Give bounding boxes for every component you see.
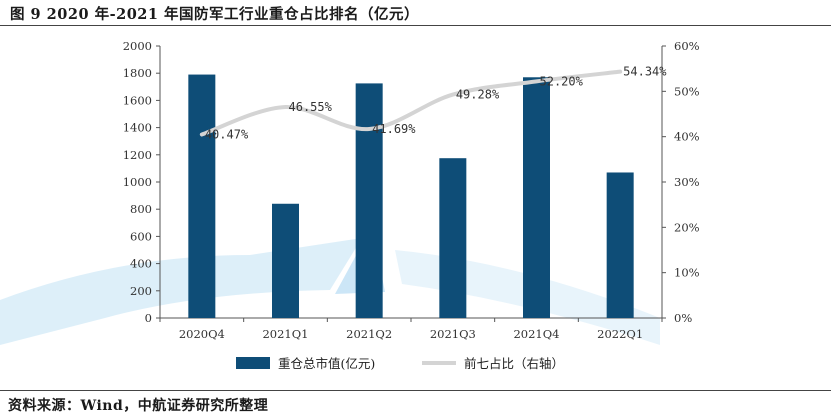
legend: 重仓总市值(亿元) 前七占比（右轴）: [236, 356, 564, 371]
left-tick-label: 400: [130, 257, 152, 271]
x-tick-label: 2020Q4: [179, 327, 225, 341]
source-rule: [0, 390, 831, 391]
line-data-label: 52.20%: [540, 74, 584, 88]
left-tick-label: 800: [130, 202, 152, 216]
line-data-label: 41.69%: [372, 122, 416, 136]
line-data-label: 54.34%: [623, 65, 667, 79]
left-tick-label: 200: [130, 284, 152, 298]
bar-2021Q2: [355, 83, 383, 319]
source-note: 资料来源：Wind，中航证券研究所整理: [8, 398, 269, 414]
left-tick-label: 600: [130, 229, 152, 243]
line-series: [199, 69, 623, 137]
bar-2021Q3: [439, 158, 467, 318]
left-tick-label: 1600: [123, 93, 152, 107]
left-tick-label: 0: [145, 311, 152, 325]
bar-2022Q1: [606, 172, 634, 318]
right-tick-label: 30%: [674, 175, 700, 189]
legend-bar-label: 重仓总市值(亿元): [278, 356, 375, 371]
left-tick-label: 1400: [123, 121, 152, 135]
data-labels: 40.47% 46.55% 41.69% 49.28% 52.20% 54.34%: [205, 65, 667, 142]
left-tick-label: 1200: [123, 148, 152, 162]
right-tick-label: 20%: [674, 220, 700, 234]
bar-2020Q4: [188, 74, 216, 318]
right-tick-label: 10%: [674, 266, 700, 280]
left-tick-label: 1800: [123, 66, 152, 80]
axes: 0 200 400 600 800 1000 1200 1400 1600 1800 2000 0% 1…: [123, 39, 700, 341]
figure-title: 图 9 2020 年-2021 年国防军工行业重仓占比排名（亿元）: [10, 6, 420, 23]
x-tick-label: 2022Q1: [597, 327, 643, 341]
left-tick-label: 2000: [123, 39, 152, 53]
right-tick-label: 40%: [674, 130, 700, 144]
left-tick-label: 1000: [123, 175, 152, 189]
right-tick-label: 50%: [674, 84, 700, 98]
x-tick-label: 2021Q1: [262, 327, 308, 341]
bar-2021Q4: [523, 77, 550, 318]
chart: 0 200 400 600 800 1000 1200 1400 1600 1800 2000 0% 1…: [0, 39, 700, 371]
bar-series: [188, 74, 634, 319]
watermark: [0, 226, 660, 345]
bar-2021Q1: [272, 203, 299, 318]
right-tick-label: 60%: [674, 39, 700, 53]
line-data-label: 46.55%: [289, 100, 333, 114]
x-tick-label: 2021Q2: [346, 327, 392, 341]
line-path: [199, 69, 623, 137]
x-tick-label: 2021Q3: [430, 327, 476, 341]
line-data-label: 49.28%: [456, 88, 500, 102]
legend-bar-swatch: [236, 357, 270, 369]
title-rule: [0, 25, 831, 26]
right-tick-label: 0%: [674, 311, 692, 325]
legend-line-label: 前七占比（右轴）: [464, 356, 564, 371]
x-tick-label: 2021Q4: [513, 327, 559, 341]
line-data-label: 40.47%: [205, 128, 249, 142]
